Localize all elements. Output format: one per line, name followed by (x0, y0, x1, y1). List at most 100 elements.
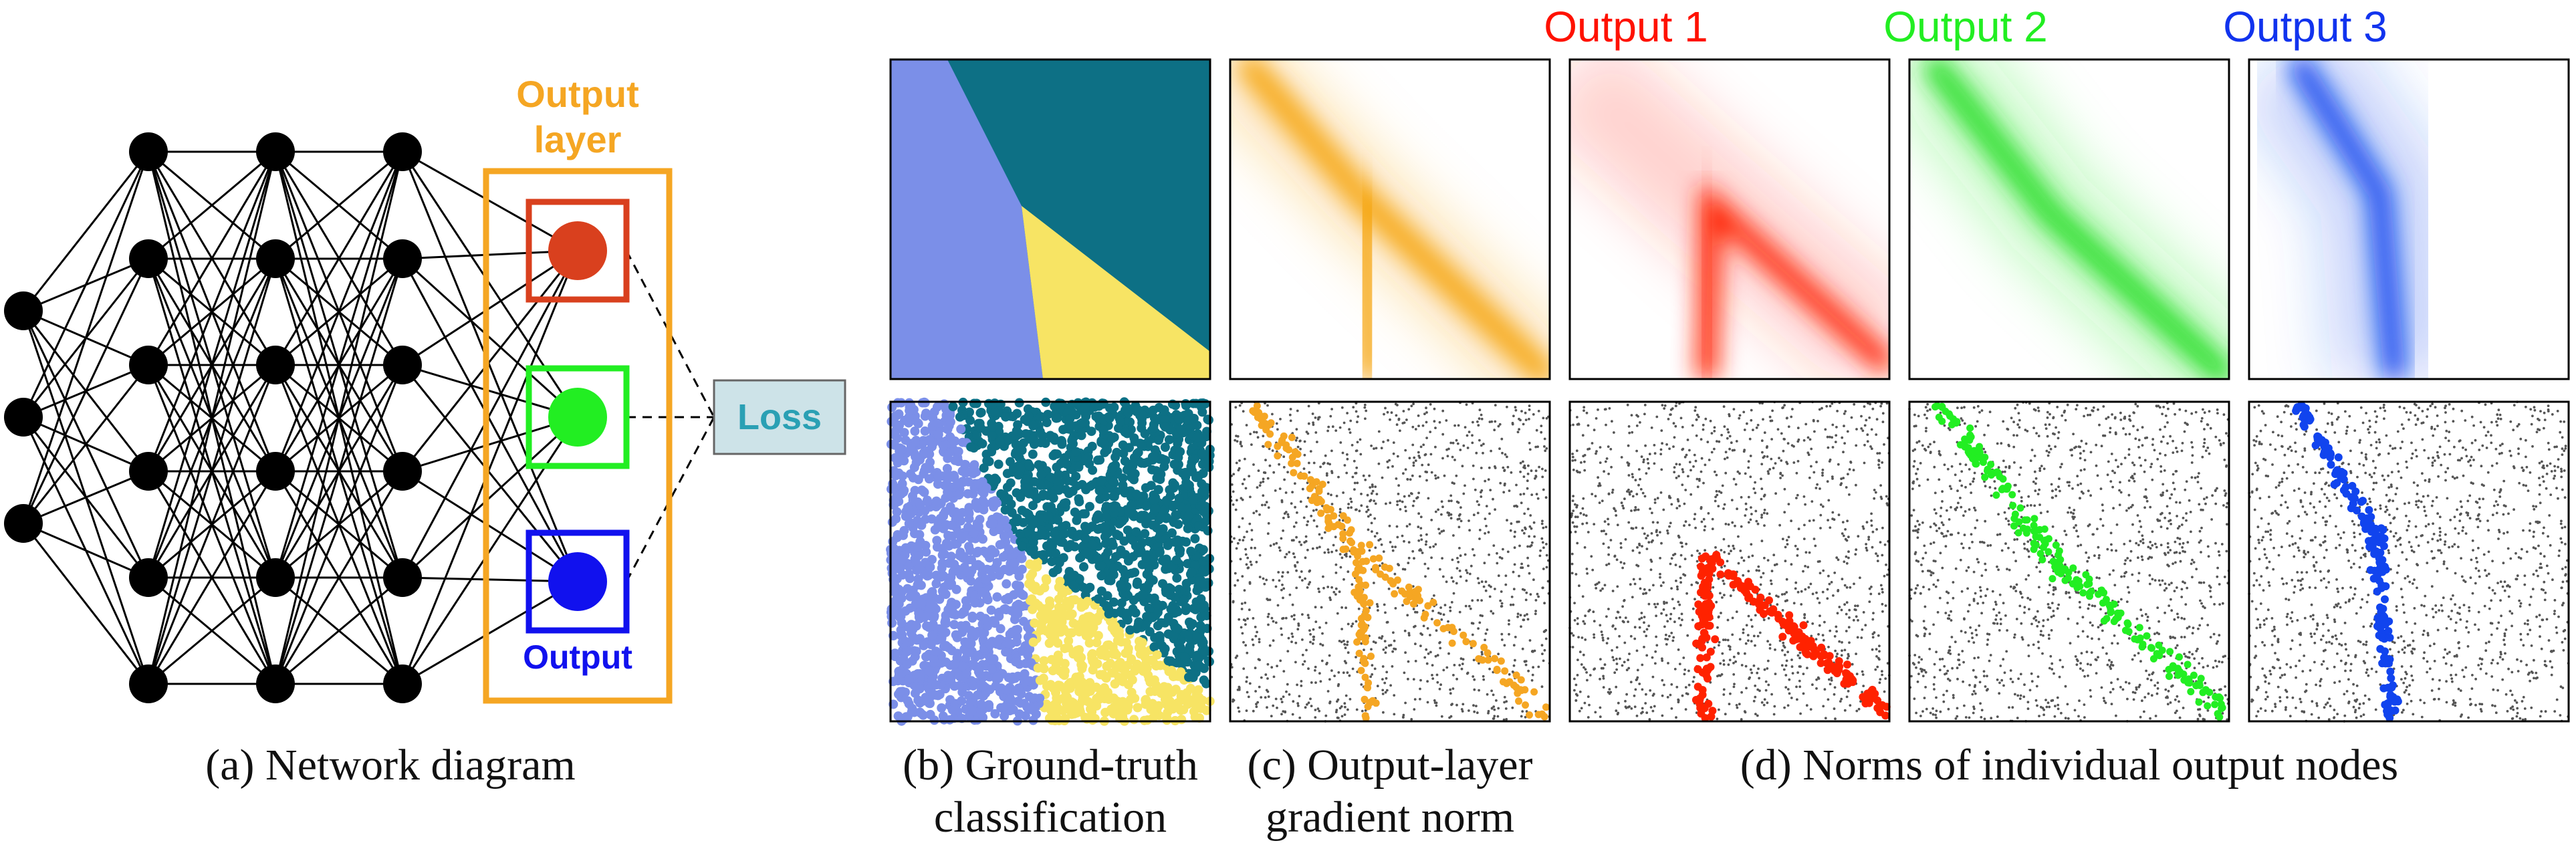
sample-point (1488, 466, 1491, 469)
network-edge (22, 151, 150, 524)
sample-point (1427, 463, 1430, 467)
sample-point (1833, 707, 1836, 711)
highlighted-point (1449, 628, 1457, 635)
sample-point (1544, 449, 1547, 453)
sample-point (1296, 702, 1300, 705)
sample-point (1276, 428, 1279, 431)
sample-point (1291, 713, 1294, 716)
sample-point (1243, 478, 1246, 481)
sample-point (1294, 660, 1297, 664)
sample-point (1493, 715, 1496, 718)
sample-point (1524, 598, 1528, 602)
sample-point (1537, 665, 1540, 668)
class-point (970, 629, 980, 639)
class-point (902, 660, 912, 670)
sample-point (1266, 598, 1269, 600)
sample-point (1425, 648, 1428, 651)
class-point (1020, 668, 1030, 679)
sample-point (1292, 618, 1296, 621)
class-point (892, 507, 902, 517)
sample-point (1754, 644, 1756, 647)
sample-point (1298, 716, 1302, 719)
network-edge (148, 576, 276, 685)
class-point (907, 707, 917, 717)
sample-point (1683, 558, 1687, 561)
sample-point (1437, 527, 1440, 531)
sample-point (1440, 500, 1443, 503)
sample-point (1532, 666, 1534, 669)
sample-point (1633, 637, 1637, 640)
highlighted-point (1355, 649, 1363, 657)
sample-point (1338, 553, 1342, 556)
sample-point (1357, 415, 1360, 418)
class-point (1087, 650, 1096, 660)
sample-point (1528, 535, 1530, 538)
class-point (895, 443, 905, 453)
sample-point (1468, 709, 1470, 712)
sample-point (1500, 602, 1504, 605)
sample-point (1840, 654, 1843, 657)
sample-point (1691, 424, 1694, 427)
sample-point (1278, 487, 1282, 490)
sample-point (1278, 579, 1281, 582)
sample-point (1346, 412, 1349, 414)
class-point (942, 424, 952, 435)
sample-point (1303, 453, 1306, 457)
sample-point (1425, 533, 1428, 536)
class-point (1067, 436, 1077, 446)
highlighted-point (1439, 624, 1447, 632)
sample-point (1411, 550, 1415, 553)
class-point (963, 567, 973, 577)
sample-point (1438, 568, 1441, 571)
class-point (897, 587, 907, 597)
class-point (921, 463, 931, 473)
sample-point (1512, 588, 1516, 591)
sample-point (1732, 588, 1735, 592)
sample-point (1688, 461, 1691, 464)
sample-point (1318, 416, 1321, 418)
class-point (1071, 447, 1081, 457)
sample-point (1544, 496, 1548, 499)
sample-point (1526, 613, 1528, 616)
class-point (986, 605, 996, 615)
class-point (976, 408, 986, 417)
sample-point (1587, 695, 1590, 699)
highlighted-point (1517, 676, 1525, 684)
sample-point (1530, 679, 1534, 682)
class-point (887, 618, 897, 628)
class-point (1173, 414, 1183, 424)
class-point (931, 680, 941, 690)
sample-point (1802, 673, 1805, 675)
class-point (1077, 664, 1087, 674)
sample-point (1268, 598, 1272, 602)
class-point (1064, 489, 1074, 499)
sample-point (1618, 634, 1621, 638)
sample-point (1339, 566, 1342, 569)
sample-point (1451, 558, 1454, 562)
sample-point (1480, 599, 1483, 602)
panel-output-1-heatmap (1568, 58, 1891, 380)
output-layer-box (483, 168, 673, 704)
class-point (1171, 510, 1181, 520)
sample-point (1314, 665, 1317, 668)
sample-point (1404, 505, 1407, 509)
sample-point (1242, 539, 1245, 541)
class-point (1018, 590, 1028, 600)
sample-point (1476, 711, 1479, 715)
class-point (938, 626, 948, 636)
sample-point (1487, 710, 1490, 713)
sample-point (1712, 586, 1715, 589)
sample-point (1438, 420, 1441, 424)
sample-point (1639, 578, 1641, 580)
sample-point (1252, 511, 1256, 515)
class-point (1155, 660, 1165, 671)
sample-point (1282, 587, 1286, 590)
sample-point (1338, 426, 1342, 429)
sample-point (1280, 713, 1283, 716)
sample-point (1367, 508, 1370, 511)
class-point (1024, 461, 1034, 471)
sample-point (1425, 662, 1429, 665)
sample-point (1367, 528, 1370, 531)
network-edge (147, 151, 277, 472)
sample-point (1669, 562, 1672, 566)
